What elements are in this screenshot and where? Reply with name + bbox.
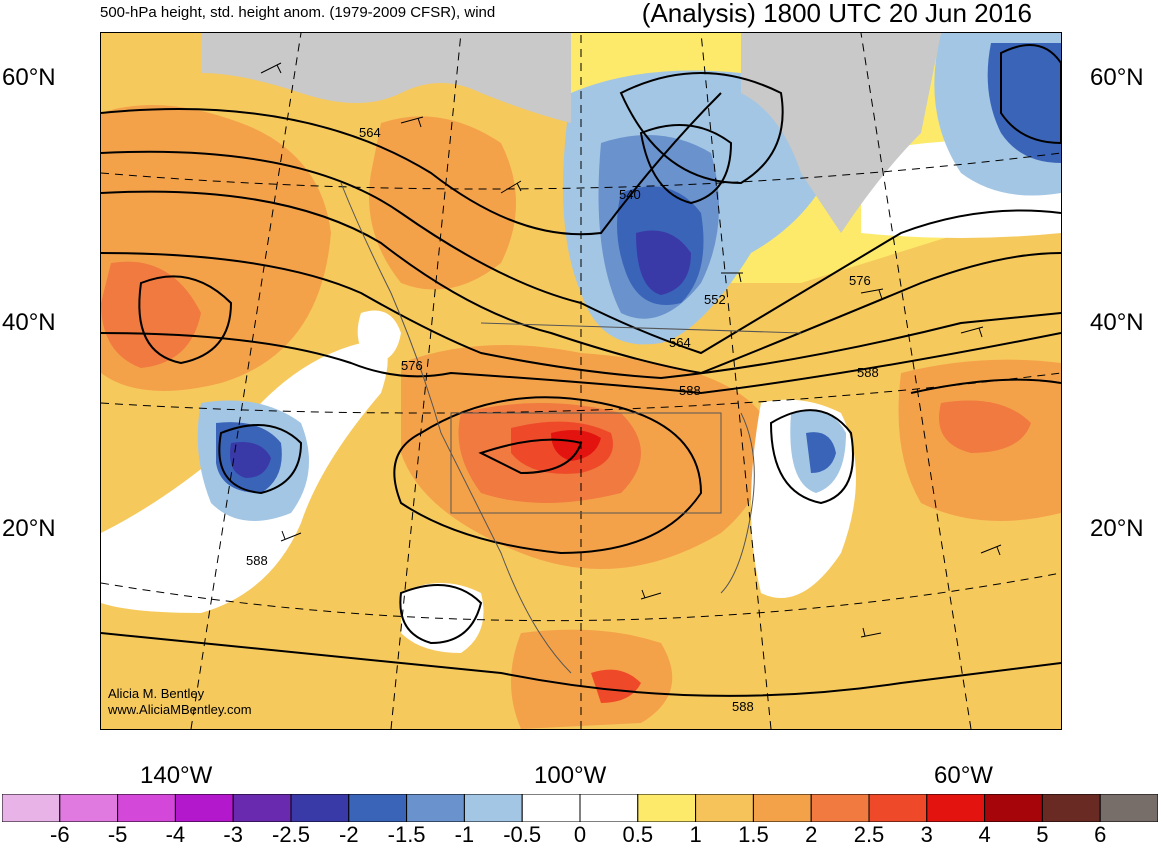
contour-label: 588: [679, 383, 701, 398]
colorbar-swatch: [579, 794, 639, 822]
colorbar-swatch: [1041, 794, 1101, 822]
contour-label: 564: [359, 125, 381, 140]
map-subtitle: 500-hPa height, std. height anom. (1979-…: [100, 4, 496, 21]
colorbar-swatch: [637, 794, 697, 822]
map-title: (Analysis) 1800 UTC 20 Jun 2016: [641, 0, 1032, 28]
map-panel: 564 540 552 564 576 576 588 588 588 588: [100, 32, 1062, 730]
colorbar-swatch: [348, 794, 408, 822]
colorbar-tick-label: 0: [573, 822, 587, 847]
colorbar-swatch: [926, 794, 986, 822]
lat-label-60-right: 60°N: [1090, 64, 1144, 91]
colorbar-swatch: [232, 794, 292, 822]
contour-label: 576: [849, 273, 871, 288]
colorbar-tick-label: 6: [1094, 822, 1107, 847]
lat-label-20-right: 20°N: [1090, 515, 1144, 542]
colorbar-swatch: [695, 794, 754, 822]
colorbar-tick-label: 0.5: [622, 822, 654, 847]
colorbar-swatch: [521, 794, 581, 822]
lon-label-100w: 100°W: [534, 762, 607, 789]
contour-label: 588: [857, 365, 879, 380]
map-canvas: [101, 33, 1061, 729]
colorbar-tick-label: 5: [1036, 822, 1049, 847]
colorbar-tick-label: 2: [805, 822, 818, 847]
contour-label: 576: [401, 358, 423, 373]
colorbar-tick-label: 1.5: [738, 822, 769, 847]
colorbar: [2, 794, 1158, 822]
colorbar-swatch: [406, 794, 465, 822]
colorbar-swatch: [752, 794, 812, 822]
colorbar-tick-label: -1.5: [387, 822, 426, 847]
contour-label: 588: [246, 553, 268, 568]
colorbar-tick-label: -6: [50, 822, 70, 847]
colorbar-swatch: [810, 794, 870, 822]
contour-label: 552: [704, 292, 726, 307]
colorbar-swatch: [290, 794, 350, 822]
lon-label-140w: 140°W: [140, 762, 213, 789]
colorbar-tick-label: 4: [978, 822, 991, 847]
colorbar-tick-label: -1: [454, 822, 475, 847]
colorbar-tick-label: 2.5: [853, 822, 885, 847]
colorbar-swatch: [59, 794, 119, 822]
contour-label: 540: [619, 187, 641, 202]
colorbar-tick-label: -4: [165, 822, 186, 847]
colorbar-swatch: [174, 794, 234, 822]
lon-label-60w: 60°W: [934, 762, 993, 789]
colorbar-swatch: [2, 794, 61, 822]
credit-block: Alicia M. Bentley www.AliciaMBentley.com: [108, 686, 252, 718]
colorbar-tick-label: -2: [339, 822, 359, 847]
colorbar-swatch: [868, 794, 928, 822]
lat-label-40-right: 40°N: [1090, 309, 1144, 336]
lat-label-60-left: 60°N: [2, 64, 56, 91]
lat-label-40-left: 40°N: [2, 309, 56, 336]
colorbar-tick-label: -5: [107, 822, 128, 847]
credit-website: www.AliciaMBentley.com: [108, 702, 252, 717]
contour-label: 588: [732, 699, 754, 714]
colorbar-swatch: [1099, 794, 1158, 822]
colorbar-tick-label: -3: [223, 822, 243, 847]
colorbar-tick-label: 3: [920, 822, 933, 847]
colorbar-swatch: [463, 794, 523, 822]
lat-label-20-left: 20°N: [2, 515, 56, 542]
colorbar-swatch: [984, 794, 1043, 822]
colorbar-tick-label: -2.5: [272, 822, 310, 847]
colorbar-tick-label: 1: [689, 822, 702, 847]
contour-label: 564: [669, 335, 691, 350]
colorbar-tick-label: -0.5: [503, 822, 542, 847]
credit-author: Alicia M. Bentley: [108, 686, 205, 701]
colorbar-swatch: [117, 794, 176, 822]
